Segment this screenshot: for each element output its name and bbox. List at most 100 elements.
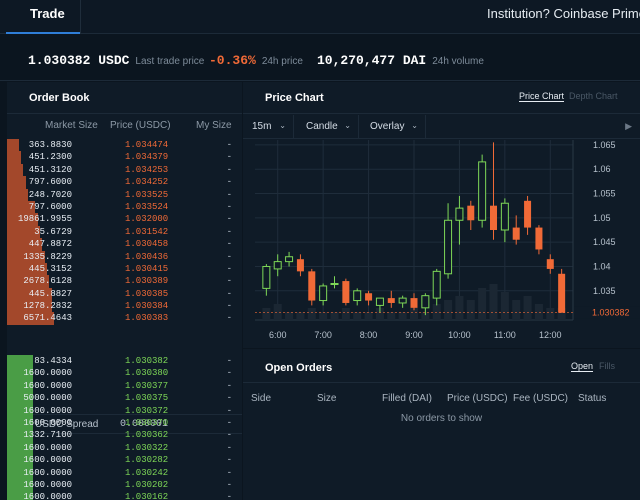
my-size-cell: - bbox=[226, 405, 232, 416]
price-cell: 1.030415 bbox=[125, 263, 169, 274]
bid-row[interactable]: 1600.0000 1.030380 - bbox=[7, 367, 242, 380]
ask-row[interactable]: 35.6729 1.031542 - bbox=[7, 225, 242, 239]
my-size-cell: - bbox=[226, 455, 232, 466]
price-chart-title: Price Chart bbox=[265, 92, 324, 104]
current-price-label: 1.030382 bbox=[592, 308, 630, 318]
tab-trade[interactable]: Trade bbox=[6, 0, 80, 34]
bid-row[interactable]: 1600.0000 1.030282 - bbox=[7, 454, 242, 467]
bid-row[interactable]: 1600.0000 1.030202 - bbox=[7, 478, 242, 492]
ask-row[interactable]: 797.6000 1.034252 - bbox=[7, 176, 242, 189]
y-tick-label: 1.035 bbox=[593, 286, 616, 296]
chart-style-select[interactable]: Candle ⌄ bbox=[297, 115, 359, 139]
col-fee: Fee (USDC) bbox=[513, 393, 569, 404]
my-size-cell: - bbox=[226, 263, 232, 274]
candle-body-up bbox=[262, 265, 271, 289]
volume-bar bbox=[319, 312, 328, 320]
volume-value: 10,270,477 DAI bbox=[317, 53, 427, 68]
volume-bar bbox=[512, 300, 521, 320]
volume-bar bbox=[341, 308, 350, 320]
price-cell: 1.031542 bbox=[125, 226, 169, 237]
bid-row[interactable]: 1600.0000 1.030322 - bbox=[7, 441, 242, 455]
bid-row[interactable]: 1600.0000 1.030242 - bbox=[7, 466, 242, 479]
asks-list: 363.8830 1.034474 - 451.2300 1.034379-451.31… bbox=[7, 139, 242, 325]
y-tick-label: 1.04 bbox=[593, 261, 611, 271]
candle-body-up bbox=[398, 297, 407, 304]
price-cell: 1.034474 bbox=[125, 140, 169, 150]
toggle-depth-chart[interactable]: Depth Chart bbox=[569, 91, 618, 101]
depth-bar bbox=[7, 238, 43, 251]
depth-bar bbox=[7, 355, 33, 368]
my-size-cell: - bbox=[226, 313, 232, 324]
col-status: Status bbox=[578, 393, 607, 404]
depth-bar bbox=[7, 287, 52, 301]
candle-body-down bbox=[490, 205, 497, 230]
bid-row[interactable]: 83.4334 1.030382 - bbox=[7, 355, 242, 368]
candle-body-up bbox=[330, 283, 339, 286]
price-cell: 1.030389 bbox=[125, 276, 169, 287]
depth-bar bbox=[7, 429, 33, 442]
spread-label: USDC Spread bbox=[35, 419, 99, 430]
price-change-value: -0.36% bbox=[209, 53, 256, 68]
my-size-cell: - bbox=[226, 430, 232, 441]
tab-fills[interactable]: Fills bbox=[599, 361, 615, 371]
volume-bar bbox=[523, 296, 532, 320]
bid-row[interactable]: 1332.7100 1.030362 - bbox=[7, 429, 242, 442]
bid-row[interactable]: 1600.0000 1.030370 - bbox=[7, 416, 242, 430]
ask-row[interactable]: 445.8827 1.030385 - bbox=[7, 287, 242, 301]
depth-bar bbox=[7, 151, 22, 164]
depth-bar bbox=[7, 392, 33, 405]
interval-select[interactable]: 15m ⌄ bbox=[243, 115, 294, 139]
candle-body-up bbox=[444, 219, 453, 275]
col-my-size: My Size bbox=[196, 120, 232, 131]
market-size-cell: 1600.0000 bbox=[23, 467, 72, 478]
price-cell: 1.030372 bbox=[125, 405, 169, 416]
ask-row[interactable]: 6571.4643 1.030383 - bbox=[7, 312, 242, 325]
price-cell: 1.030362 bbox=[125, 430, 169, 441]
candle-body-up bbox=[421, 295, 430, 309]
price-cell: 1.030282 bbox=[125, 455, 169, 466]
bid-row[interactable]: 1600.0000 1.030372 - bbox=[7, 404, 242, 417]
ask-row[interactable]: 445.3152 1.030415 - bbox=[7, 262, 242, 276]
market-size-cell: 1600.0000 bbox=[23, 442, 72, 453]
ask-row[interactable]: 1278.2832 1.030384 - bbox=[7, 300, 242, 313]
depth-bar bbox=[7, 300, 52, 313]
ask-row[interactable]: 797.6000 1.033524 - bbox=[7, 200, 242, 214]
ask-row[interactable]: 19861.9955 1.032000 - bbox=[7, 213, 242, 226]
bid-row[interactable]: 1600.0000 1.030377 - bbox=[7, 379, 242, 393]
last-price-value: 1.030382 USDC bbox=[28, 53, 130, 68]
ask-row[interactable]: 248.7020 1.033525 - bbox=[7, 188, 242, 201]
bid-row[interactable]: 1600.0000 1.030162 - bbox=[7, 491, 242, 500]
col-size: Size bbox=[317, 393, 337, 404]
tab-open[interactable]: Open bbox=[571, 361, 594, 372]
candle-body-up bbox=[273, 261, 282, 270]
order-book-columns: Market Size Price (USDC) My Size bbox=[7, 116, 242, 136]
open-orders-columns: Side Size Filled (DAI) Price (USDC) Fee … bbox=[243, 393, 640, 409]
candle-body-up bbox=[478, 161, 487, 221]
price-change-label: 24h price bbox=[261, 56, 303, 67]
depth-bar bbox=[7, 367, 33, 380]
ask-row[interactable]: 451.3120 1.034253 - bbox=[7, 163, 242, 177]
nav-divider bbox=[80, 0, 81, 34]
overlay-select[interactable]: Overlay ⌄ bbox=[361, 115, 426, 139]
y-tick-label: 1.06 bbox=[593, 164, 611, 174]
ask-row[interactable]: 2678.6128 1.030389 - bbox=[7, 275, 242, 288]
price-cell: 1.030162 bbox=[125, 492, 169, 500]
ask-row[interactable]: 363.8830 1.034474 - bbox=[7, 139, 242, 152]
volume-bar bbox=[410, 308, 418, 320]
candlestick-chart[interactable]: 1.035 1.04 1.045 1.05 1.055 1.06 1.065 6:00 7:00… bbox=[243, 140, 640, 348]
ask-row[interactable]: 451.2300 1.034379 - bbox=[7, 151, 242, 164]
bid-row[interactable]: 5000.0000 1.030375 - bbox=[7, 392, 242, 405]
volume-bar bbox=[546, 308, 555, 320]
market-size-cell: 5000.0000 bbox=[23, 393, 72, 404]
market-size-cell: 363.8830 bbox=[28, 140, 72, 150]
volume-bar bbox=[466, 300, 475, 320]
toggle-price-chart[interactable]: Price Chart bbox=[519, 91, 565, 102]
ask-row[interactable]: 447.8872 1.030458 - bbox=[7, 238, 242, 251]
play-icon[interactable]: ▶ bbox=[625, 121, 632, 131]
institution-link[interactable]: Institution? Coinbase Prime bbox=[487, 6, 640, 21]
ask-row[interactable]: 1335.8229 1.030436 - bbox=[7, 250, 242, 263]
volume-bar bbox=[534, 304, 543, 320]
depth-bar bbox=[7, 188, 29, 201]
price-cell: 1.030382 bbox=[125, 356, 169, 366]
chart-style-value: Candle bbox=[306, 121, 338, 132]
